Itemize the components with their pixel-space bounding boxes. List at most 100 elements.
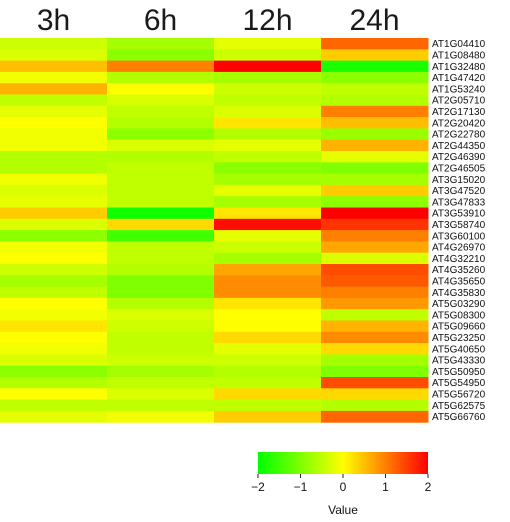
heatmap-cell-AT1G04410-3h: [0, 38, 108, 50]
heatmap-cell-AT5G43330-3h: [0, 354, 108, 367]
heatmap-cell-AT3G47520-6h: [107, 184, 215, 197]
row-labels: AT1G04410AT1G08480AT1G32480AT1G47420AT1G…: [432, 39, 486, 423]
heatmap-cell-AT5G43330-24h: [321, 354, 429, 367]
heatmap-cell-AT3G60100-12h: [214, 230, 322, 242]
heatmap-cell-AT4G26970-3h: [0, 241, 108, 254]
heatmap-cell-AT5G66760-6h: [107, 410, 215, 423]
row-label-AT2G46390: AT2G46390: [432, 152, 486, 163]
heatmap-cell-AT2G46390-6h: [107, 151, 215, 163]
heatmap-cell-AT5G50950-24h: [321, 365, 429, 378]
heatmap-cell-AT3G47520-24h: [321, 184, 429, 197]
colorbar-legend: −2 −1 0 1 2 Value: [251, 452, 432, 517]
heatmap-cell-AT5G50950-3h: [0, 365, 108, 378]
heatmap-cell-AT2G17130-3h: [0, 105, 108, 118]
heatmap-cell-AT2G20420-6h: [107, 117, 215, 129]
heatmap-cell-AT1G47420-12h: [214, 71, 322, 84]
row-label-AT4G35830: AT4G35830: [432, 288, 486, 299]
row-label-AT1G32480: AT1G32480: [432, 62, 486, 73]
heatmap-cell-AT4G32210-12h: [214, 252, 322, 265]
heatmap-cell-AT3G15020-12h: [214, 173, 322, 186]
heatmap-cell-AT4G35650-6h: [107, 275, 215, 288]
heatmap-cell-AT5G09660-6h: [107, 320, 215, 333]
row-label-AT2G46505: AT2G46505: [432, 163, 486, 174]
heatmap-cell-AT4G26970-12h: [214, 241, 322, 254]
heatmap-cell-AT2G22780-3h: [0, 128, 108, 141]
heatmap-cell-AT5G03290-6h: [107, 297, 215, 310]
heatmap-cell-AT5G56720-3h: [0, 388, 108, 401]
heatmap-cell-AT4G35260-24h: [321, 264, 429, 276]
heatmap-cell-AT2G20420-24h: [321, 117, 429, 129]
row-label-AT3G47520: AT3G47520: [432, 186, 486, 197]
heatmap-cell-AT1G32480-24h: [321, 60, 429, 73]
heatmap-cell-AT2G05710-24h: [321, 94, 429, 107]
heatmap-cell-AT2G46505-12h: [214, 162, 322, 175]
row-label-AT5G66760: AT5G66760: [432, 412, 486, 423]
row-label-AT3G60100: AT3G60100: [432, 231, 486, 242]
heatmap-cell-AT1G47420-6h: [107, 71, 215, 84]
heatmap-cell-AT2G44350-3h: [0, 139, 108, 152]
heatmap-cell-AT3G53910-12h: [214, 207, 322, 220]
row-label-AT5G08300: AT5G08300: [432, 310, 486, 321]
heatmap-cell-AT2G44350-6h: [107, 139, 215, 152]
heatmap-cell-AT5G23250-24h: [321, 331, 429, 344]
heatmap-cell-AT3G58740-24h: [321, 218, 429, 231]
heatmap-cell-AT2G22780-6h: [107, 128, 215, 141]
heatmap-cell-AT5G40650-3h: [0, 343, 108, 355]
heatmap-cell-AT5G23250-6h: [107, 331, 215, 344]
heatmap-cell-AT3G47833-6h: [107, 196, 215, 208]
heatmap-cell-AT2G05710-3h: [0, 94, 108, 107]
heatmap-cell-AT2G44350-24h: [321, 139, 429, 152]
row-label-AT3G53910: AT3G53910: [432, 209, 486, 220]
heatmap-cell-AT5G62575-24h: [321, 399, 429, 412]
heatmap-cell-AT4G32210-3h: [0, 252, 108, 265]
heatmap-cell-AT1G53240-3h: [0, 83, 108, 95]
heatmap-cell-AT5G08300-3h: [0, 309, 108, 321]
heatmap-cell-AT1G53240-24h: [321, 83, 429, 95]
row-label-AT4G32210: AT4G32210: [432, 254, 486, 265]
heatmap-cell-AT5G50950-6h: [107, 365, 215, 378]
heatmap-cell-AT2G20420-12h: [214, 117, 322, 129]
column-label-6h: 6h: [144, 4, 177, 37]
heatmap-cell-AT2G46390-3h: [0, 151, 108, 163]
colorbar-tick-label: 2: [425, 480, 432, 494]
column-label-3h: 3h: [37, 4, 70, 37]
heatmap-cell-AT4G35650-12h: [214, 275, 322, 288]
heatmap-cell-AT3G47833-24h: [321, 196, 429, 208]
row-label-AT2G05710: AT2G05710: [432, 96, 486, 107]
heatmap-cell-AT2G17130-12h: [214, 105, 322, 118]
row-label-AT1G04410: AT1G04410: [432, 39, 486, 50]
heatmap-cell-AT5G66760-24h: [321, 410, 429, 423]
heatmap-cell-AT3G47833-3h: [0, 196, 108, 208]
row-label-AT1G08480: AT1G08480: [432, 50, 486, 61]
heatmap-cell-AT4G35830-12h: [214, 286, 322, 299]
heatmap-cell-AT5G62575-3h: [0, 399, 108, 412]
row-label-AT5G09660: AT5G09660: [432, 322, 486, 333]
heatmap-cell-AT4G26970-24h: [321, 241, 429, 254]
heatmap-cell-AT5G56720-24h: [321, 388, 429, 401]
heatmap-cell-AT5G09660-3h: [0, 320, 108, 333]
row-label-AT2G22780: AT2G22780: [432, 130, 486, 141]
colorbar-tick-label: 1: [382, 480, 389, 494]
heatmap-cell-AT1G32480-12h: [214, 60, 322, 73]
row-label-AT4G35260: AT4G35260: [432, 265, 486, 276]
row-label-AT5G43330: AT5G43330: [432, 356, 486, 367]
heatmap-cell-AT4G35650-3h: [0, 275, 108, 288]
row-label-AT3G15020: AT3G15020: [432, 175, 486, 186]
row-label-AT3G47833: AT3G47833: [432, 197, 486, 208]
heatmap-cell-AT2G17130-6h: [107, 105, 215, 118]
heatmap-cell-AT1G08480-3h: [0, 49, 108, 62]
column-label-24h: 24h: [349, 4, 399, 37]
heatmap-cell-AT3G15020-24h: [321, 173, 429, 186]
column-label-12h: 12h: [242, 4, 292, 37]
row-label-AT5G62575: AT5G62575: [432, 401, 486, 412]
row-label-AT2G20420: AT2G20420: [432, 118, 486, 129]
heatmap-cell-AT5G09660-12h: [214, 320, 322, 333]
row-label-AT5G50950: AT5G50950: [432, 367, 486, 378]
heatmap-cell-AT2G22780-12h: [214, 128, 322, 141]
heatmap-cell-AT3G58740-3h: [0, 218, 108, 231]
row-label-AT5G56720: AT5G56720: [432, 389, 486, 400]
heatmap-cell-AT4G35650-24h: [321, 275, 429, 288]
heatmap-cell-AT2G46505-3h: [0, 162, 108, 175]
heatmap-cell-AT5G43330-6h: [107, 354, 215, 367]
